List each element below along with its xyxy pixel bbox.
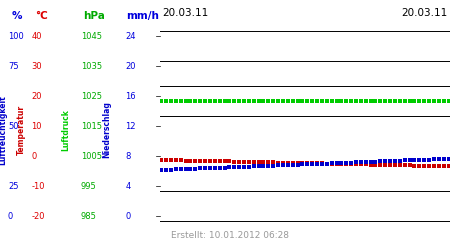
Text: 20: 20: [31, 92, 42, 101]
Text: 40: 40: [31, 32, 42, 41]
Text: mm/h: mm/h: [126, 11, 159, 21]
Text: 25: 25: [8, 182, 18, 191]
Text: hPa: hPa: [83, 11, 105, 21]
Text: 16: 16: [126, 92, 136, 101]
Text: Niederschlag: Niederschlag: [103, 102, 112, 158]
Text: 20.03.11: 20.03.11: [162, 8, 209, 18]
Text: Erstellt: 10.01.2012 06:28: Erstellt: 10.01.2012 06:28: [171, 231, 289, 240]
Text: 1025: 1025: [81, 92, 102, 101]
Text: 24: 24: [126, 32, 136, 41]
Text: 0: 0: [31, 152, 36, 161]
Text: -20: -20: [31, 212, 45, 221]
Text: 20: 20: [126, 62, 136, 71]
Text: 10: 10: [31, 122, 42, 131]
Text: 75: 75: [8, 62, 18, 71]
Text: 4: 4: [126, 182, 130, 191]
Text: °C: °C: [35, 11, 48, 21]
Text: 1015: 1015: [81, 122, 102, 131]
Text: 995: 995: [81, 182, 96, 191]
Text: Luftdruck: Luftdruck: [61, 109, 70, 151]
Text: 100: 100: [8, 32, 24, 41]
Text: 20.03.11: 20.03.11: [401, 8, 447, 18]
Text: Temperatur: Temperatur: [17, 105, 26, 155]
Text: 985: 985: [81, 212, 97, 221]
Text: 0: 0: [126, 212, 130, 221]
Text: 1005: 1005: [81, 152, 102, 161]
Text: 1045: 1045: [81, 32, 102, 41]
Text: 30: 30: [31, 62, 42, 71]
Text: 0: 0: [8, 212, 13, 221]
Text: 12: 12: [126, 122, 136, 131]
Text: -10: -10: [31, 182, 45, 191]
Text: Luftfeuchtigkeit: Luftfeuchtigkeit: [0, 95, 8, 165]
Text: 1035: 1035: [81, 62, 102, 71]
Text: %: %: [11, 11, 22, 21]
Text: 8: 8: [126, 152, 131, 161]
Text: 50: 50: [8, 122, 18, 131]
